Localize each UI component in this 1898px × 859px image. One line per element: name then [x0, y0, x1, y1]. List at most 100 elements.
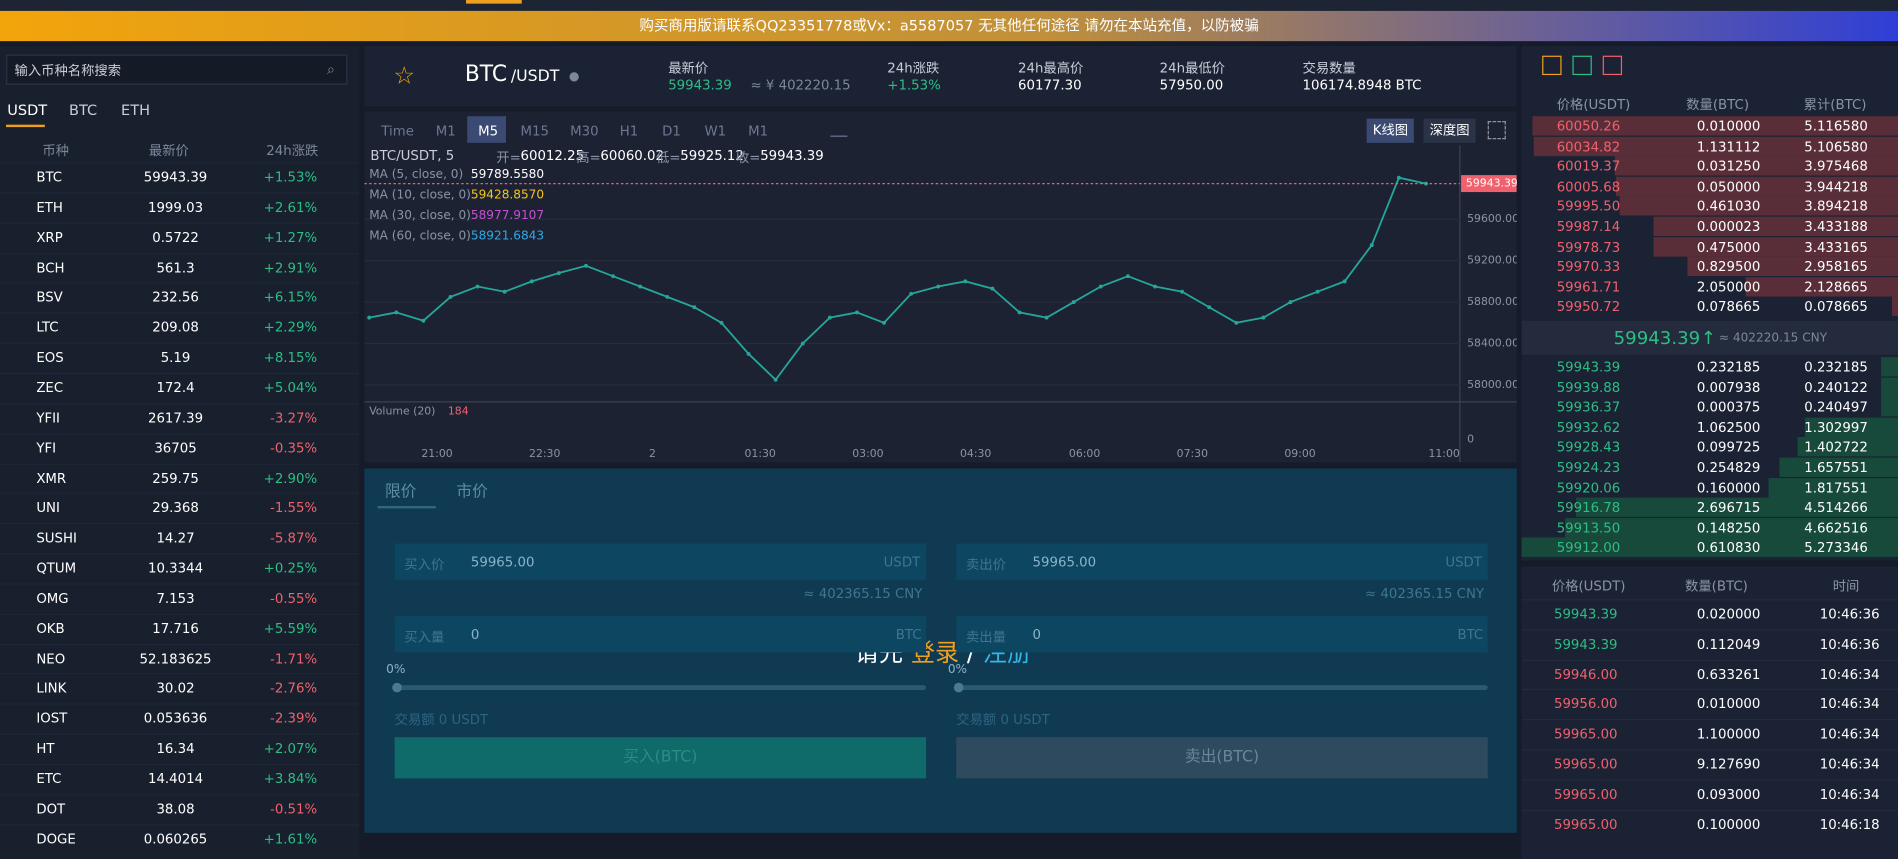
close-point: [1315, 289, 1320, 294]
favorite-star[interactable]: ☆: [393, 60, 416, 90]
row-bg[interactable]: [0, 252, 360, 282]
row-bg[interactable]: [0, 583, 360, 613]
trade-price: 59965.00: [1553, 756, 1618, 773]
interval[interactable]: H1: [619, 123, 639, 140]
submit-button[interactable]: 买入(BTC): [394, 737, 927, 779]
input-box[interactable]: [956, 616, 1488, 653]
pair-change: +3.84%: [263, 771, 318, 787]
row-bg[interactable]: [0, 643, 360, 673]
close-point: [882, 320, 886, 325]
col-price[interactable]: 最新价: [148, 142, 189, 159]
pair-price: 10.3344: [147, 560, 204, 577]
row-bg[interactable]: [0, 463, 360, 493]
close-point: [1071, 300, 1076, 305]
row-bg[interactable]: [0, 222, 360, 252]
interval[interactable]: M30: [570, 123, 599, 140]
pair-symbol: BSV: [36, 289, 63, 306]
col-change[interactable]: 24h涨跌: [266, 142, 319, 159]
stat-label: 24h涨跌: [887, 60, 940, 77]
book-price: 59916.78: [1556, 500, 1621, 516]
depth-bar: [1797, 437, 1898, 457]
close-point: [909, 291, 914, 296]
view-bids[interactable]: [1572, 55, 1592, 76]
interval[interactable]: M1: [435, 123, 456, 140]
row-bg[interactable]: [0, 793, 360, 824]
pair-symbol: SUSHI: [36, 530, 77, 547]
book-amount: 0.099725: [1696, 439, 1761, 456]
search-box[interactable]: 输入币种名称搜索: [6, 54, 348, 85]
x-tick-label: 04:30: [960, 447, 991, 460]
trade-time: 10:46:36: [1819, 636, 1880, 653]
depth-bar: [1532, 116, 1898, 136]
sidebar-tab[interactable]: USDT: [7, 101, 48, 119]
slider-knob[interactable]: [392, 682, 402, 693]
pair-change: +2.29%: [263, 319, 318, 336]
row-bg[interactable]: [0, 613, 360, 643]
slider[interactable]: [394, 685, 927, 690]
row-bg[interactable]: [0, 523, 360, 553]
trade-time: 10:46:34: [1819, 696, 1880, 713]
close-point: [855, 310, 859, 315]
row-bg[interactable]: [0, 763, 360, 794]
sidebar-tab[interactable]: BTC: [68, 101, 98, 119]
pair-change: -0.55%: [270, 590, 318, 607]
view-button[interactable]: K线图: [1366, 118, 1415, 143]
stat-label: 最新价: [668, 60, 709, 77]
tab-market[interactable]: 市价: [456, 482, 488, 502]
amount-label: 卖出量: [965, 629, 1006, 646]
login-sep: /: [967, 638, 975, 667]
indicator-icon[interactable]: [830, 121, 848, 137]
trade-row-bg: [1521, 719, 1898, 749]
trade-amount: 0.100000: [1696, 816, 1761, 833]
book-amount: 2.050000: [1696, 279, 1761, 296]
view-both[interactable]: [1542, 55, 1562, 76]
pair-change: +1.53%: [263, 169, 318, 186]
slider[interactable]: [956, 685, 1488, 690]
slider-knob[interactable]: [953, 682, 964, 693]
pair-price: 59943.39: [143, 169, 208, 186]
trade-time: 10:46:18: [1819, 816, 1880, 833]
pair-change: -2.76%: [270, 680, 318, 697]
close-point: [665, 294, 670, 299]
close-point: [692, 305, 697, 310]
row-bg[interactable]: [0, 673, 360, 704]
submit-button[interactable]: 卖出(BTC): [956, 737, 1488, 779]
pair-price: 29.368: [152, 500, 199, 517]
row-bg[interactable]: [0, 282, 360, 313]
input-box[interactable]: [394, 616, 927, 653]
tab-limit[interactable]: 限价: [384, 482, 417, 502]
row-bg[interactable]: [0, 372, 360, 403]
interval[interactable]: M1: [748, 123, 769, 140]
row-bg[interactable]: [0, 493, 360, 523]
volume-tick: 0: [1467, 432, 1474, 445]
interval[interactable]: M15: [520, 123, 549, 140]
input-box[interactable]: [394, 543, 927, 580]
row-bg[interactable]: [0, 162, 360, 192]
search-icon[interactable]: ⌕: [326, 60, 335, 78]
view-button[interactable]: 深度图: [1423, 118, 1476, 143]
row-bg[interactable]: [0, 823, 360, 854]
interval[interactable]: W1: [704, 123, 727, 140]
fullscreen-icon[interactable]: [1487, 121, 1506, 140]
book-amount: 0.461030: [1696, 198, 1761, 215]
sidebar-tab[interactable]: ETH: [121, 101, 151, 119]
info-icon[interactable]: ●: [568, 70, 580, 84]
interval[interactable]: Time: [381, 123, 414, 140]
row-bg[interactable]: [0, 312, 360, 343]
row-bg[interactable]: [0, 432, 360, 463]
close-point: [800, 341, 805, 346]
row-bg[interactable]: [0, 553, 360, 583]
interval[interactable]: M5: [478, 123, 499, 140]
row-bg[interactable]: [0, 402, 360, 433]
depth-bar: [1768, 477, 1898, 498]
view-asks[interactable]: [1602, 55, 1623, 76]
row-bg[interactable]: [0, 192, 360, 222]
row-bg[interactable]: [0, 703, 360, 734]
amount-unit: BTC: [895, 627, 922, 643]
row-bg[interactable]: [0, 733, 360, 764]
trade-row-bg: [1521, 629, 1898, 659]
interval[interactable]: D1: [662, 123, 681, 140]
row-bg[interactable]: [0, 342, 360, 373]
input-box[interactable]: [956, 543, 1488, 580]
book-price: 60050.26: [1556, 118, 1621, 135]
